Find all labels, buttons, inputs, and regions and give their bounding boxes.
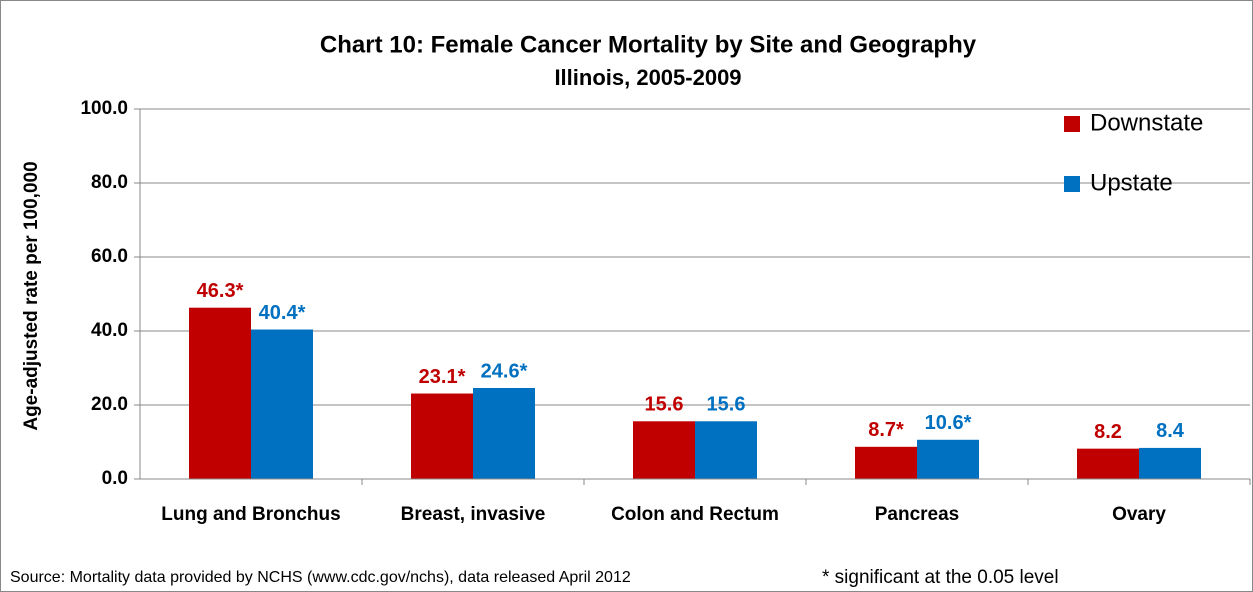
y-tick-label: 0.0 — [102, 468, 128, 489]
value-label: 40.4* — [259, 302, 306, 324]
bar — [855, 446, 917, 479]
bar — [473, 387, 535, 479]
bar — [695, 421, 757, 479]
value-label: 15.6 — [707, 394, 746, 416]
value-label: 15.6 — [645, 394, 684, 416]
y-tick-label: 20.0 — [91, 394, 128, 415]
y-tick-label: 100.0 — [80, 98, 128, 119]
y-tick-label: 80.0 — [91, 172, 128, 193]
y-tick-label: 40.0 — [91, 320, 128, 341]
legend-label: Upstate — [1090, 169, 1173, 196]
value-label: 8.4 — [1156, 420, 1185, 442]
bar — [189, 307, 251, 479]
x-tick-label: Ovary — [1112, 504, 1166, 525]
chart-subtitle: Illinois, 2005-2009 — [554, 65, 741, 90]
value-label: 23.1* — [419, 366, 466, 388]
bar — [411, 393, 473, 479]
bar — [1077, 448, 1139, 479]
x-tick-label: Colon and Rectum — [611, 504, 779, 525]
value-label: 8.2 — [1094, 421, 1122, 443]
legend-swatch — [1064, 176, 1080, 192]
y-axis-label: Age-adjusted rate per 100,000 — [21, 161, 42, 430]
chart-title: Chart 10: Female Cancer Mortality by Sit… — [320, 31, 977, 58]
value-label: 46.3* — [197, 280, 244, 302]
x-tick-label: Breast, invasive — [401, 504, 546, 525]
source: Source: Mortality data provided by NCHS … — [10, 569, 631, 586]
bar — [917, 439, 979, 479]
value-label: 24.6* — [481, 360, 528, 382]
note: * significant at the 0.05 level — [822, 567, 1059, 588]
value-label: 10.6* — [925, 412, 972, 434]
y-tick-label: 60.0 — [91, 246, 128, 267]
bar — [1139, 447, 1201, 479]
legend-label: Downstate — [1090, 109, 1203, 136]
value-label: 8.7* — [868, 419, 904, 441]
legend-swatch — [1064, 116, 1080, 132]
x-tick-label: Lung and Bronchus — [161, 504, 340, 525]
bar — [633, 421, 695, 479]
bar — [251, 329, 313, 479]
x-tick-label: Pancreas — [875, 504, 960, 525]
